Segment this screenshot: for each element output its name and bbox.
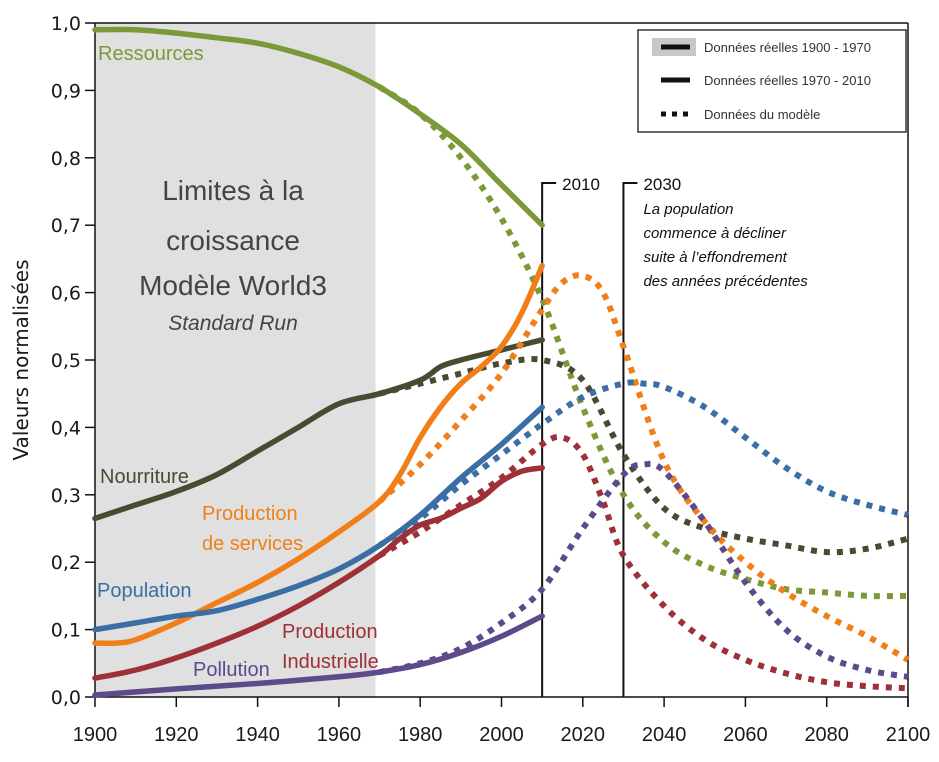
series-ressources [92, 26, 909, 600]
y-tick-label: 0,3 [51, 485, 81, 507]
y-tick-label: 0,8 [51, 148, 81, 170]
x-tick-label: 2060 [723, 724, 768, 746]
real-line-population [92, 404, 545, 633]
y-tick-label: 0,2 [51, 552, 81, 574]
x-tick-label: 2000 [479, 724, 524, 746]
y-tick-label: 0,5 [51, 350, 81, 372]
legend-entry: Données réelles 1970 - 2010 [661, 73, 871, 88]
real-line-nourriture [92, 337, 545, 522]
marker-2030: 2030 La population commence à décliner suit… [622, 175, 808, 697]
title-line-1: Limites à la [162, 175, 304, 206]
series-nourriture [92, 337, 909, 556]
real-line-ressources [92, 26, 545, 228]
model-line-pollution [378, 460, 909, 680]
model-line-production-industrielle [377, 433, 909, 692]
legend-label: Données réelles 1900 - 1970 [704, 40, 871, 55]
y-tick-label: 0,0 [51, 687, 81, 709]
legend: Données réelles 1900 - 1970 Données réell… [637, 29, 907, 133]
marker-annotation-line: des années précédentes [643, 273, 808, 290]
series-label-population: Population [97, 580, 192, 602]
y-tick-label: 0,7 [51, 215, 81, 237]
y-tick-label: 0,9 [51, 80, 81, 102]
series-production-industrielle [92, 433, 909, 692]
series-production-de-services [92, 262, 910, 663]
x-tick-label: 2040 [642, 724, 687, 746]
model-line-nourriture [378, 356, 909, 556]
series-pollution [92, 460, 909, 698]
marker-annotation-line: suite à l’effondrement [643, 249, 787, 266]
title-line-3: Modèle World3 [139, 270, 327, 301]
x-tick-label: 2080 [804, 724, 849, 746]
series-label-production-industrielle: Production [282, 621, 378, 643]
x-tick-label: 1900 [73, 724, 118, 746]
x-tick-label: 1920 [154, 724, 199, 746]
y-tick-label: 0,1 [51, 620, 81, 642]
marker-annotation-line: La population [643, 201, 733, 218]
model-line-ressources [377, 84, 909, 600]
marker-annotation-line: commence à décliner [643, 225, 787, 242]
series-label-production-de-services: de services [202, 533, 303, 555]
legend-entry: Données du modèle [661, 107, 820, 122]
series-label-ressources: Ressources [98, 43, 204, 65]
legend-entry: Données réelles 1900 - 1970 [652, 38, 871, 56]
x-tick-label: 1940 [235, 724, 280, 746]
title-line-2: croissance [166, 225, 300, 256]
real-line-production-industrielle [92, 465, 545, 681]
x-tick-label: 1980 [398, 724, 443, 746]
y-tick-label: 0,4 [51, 417, 81, 439]
series-population [92, 379, 909, 633]
x-tick-label: 2100 [886, 724, 931, 746]
y-tick-label: 0,6 [51, 283, 81, 305]
series-label-production-de-services: Production [202, 503, 298, 525]
series-label-pollution: Pollution [193, 659, 270, 681]
marker-year-label: 2010 [562, 175, 600, 194]
chart-title: Limites à la croissance Modèle World3 St… [139, 175, 327, 335]
model-line-population [377, 379, 909, 548]
model-line-production-de-services [377, 272, 910, 663]
y-tick-label: 1,0 [51, 13, 81, 35]
x-tick-label: 2020 [561, 724, 606, 746]
marker-line-2010 [541, 182, 557, 697]
legend-label: Données du modèle [704, 107, 820, 122]
title-line-4: Standard Run [168, 312, 298, 335]
x-tick-label: 1960 [317, 724, 362, 746]
marker-year-label: 2030 [643, 175, 681, 194]
real-line-production-de-services [92, 262, 545, 647]
series-label-nourriture: Nourriture [100, 466, 189, 488]
marker-2010: 2010 [541, 175, 600, 697]
legend-label: Données réelles 1970 - 2010 [704, 73, 871, 88]
shaded-region-1900-1970 [95, 23, 376, 697]
series-label-production-industrielle: Industrielle [282, 651, 379, 673]
marker-line-2030 [622, 182, 638, 697]
real-line-pollution [92, 613, 545, 698]
y-axis-title: Valeurs normalisées [9, 259, 33, 460]
